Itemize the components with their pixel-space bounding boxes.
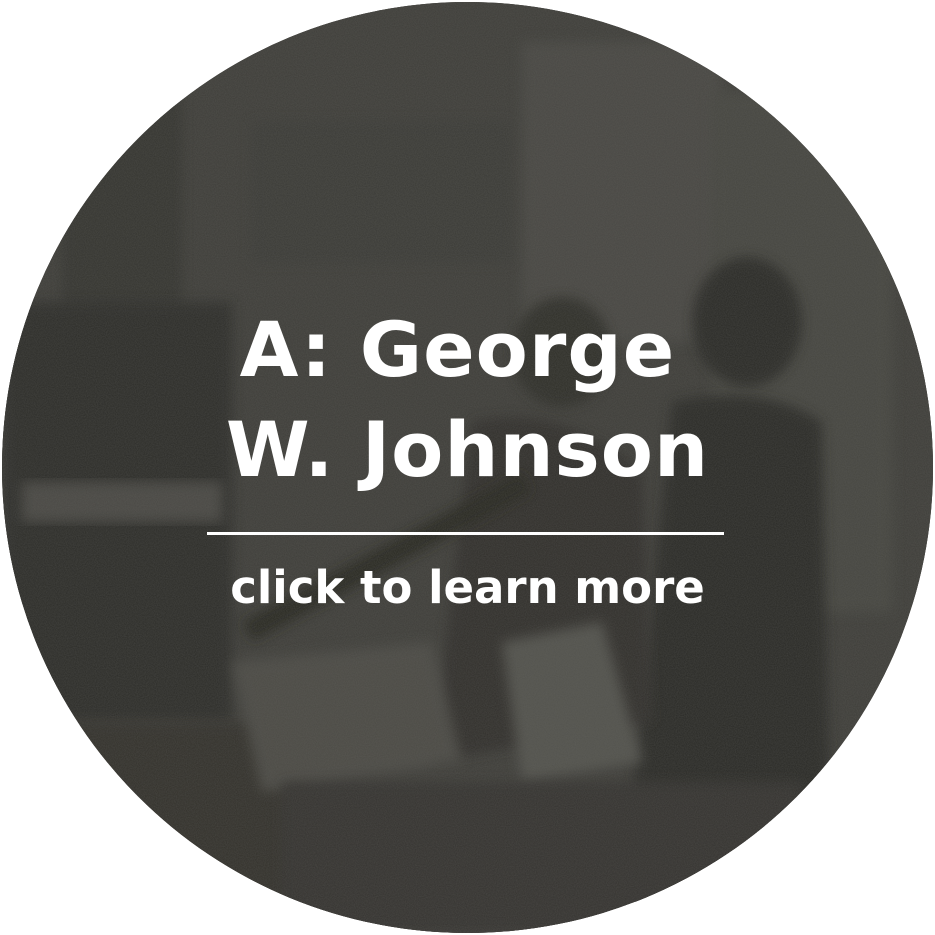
learn-more-link[interactable]: click to learn more bbox=[230, 561, 705, 614]
badge-title: A: George W. Johnson bbox=[0, 300, 935, 500]
title-line-2: W. Johnson bbox=[225, 405, 710, 494]
divider-line bbox=[207, 532, 724, 535]
title-line-1: A: George bbox=[239, 305, 676, 394]
